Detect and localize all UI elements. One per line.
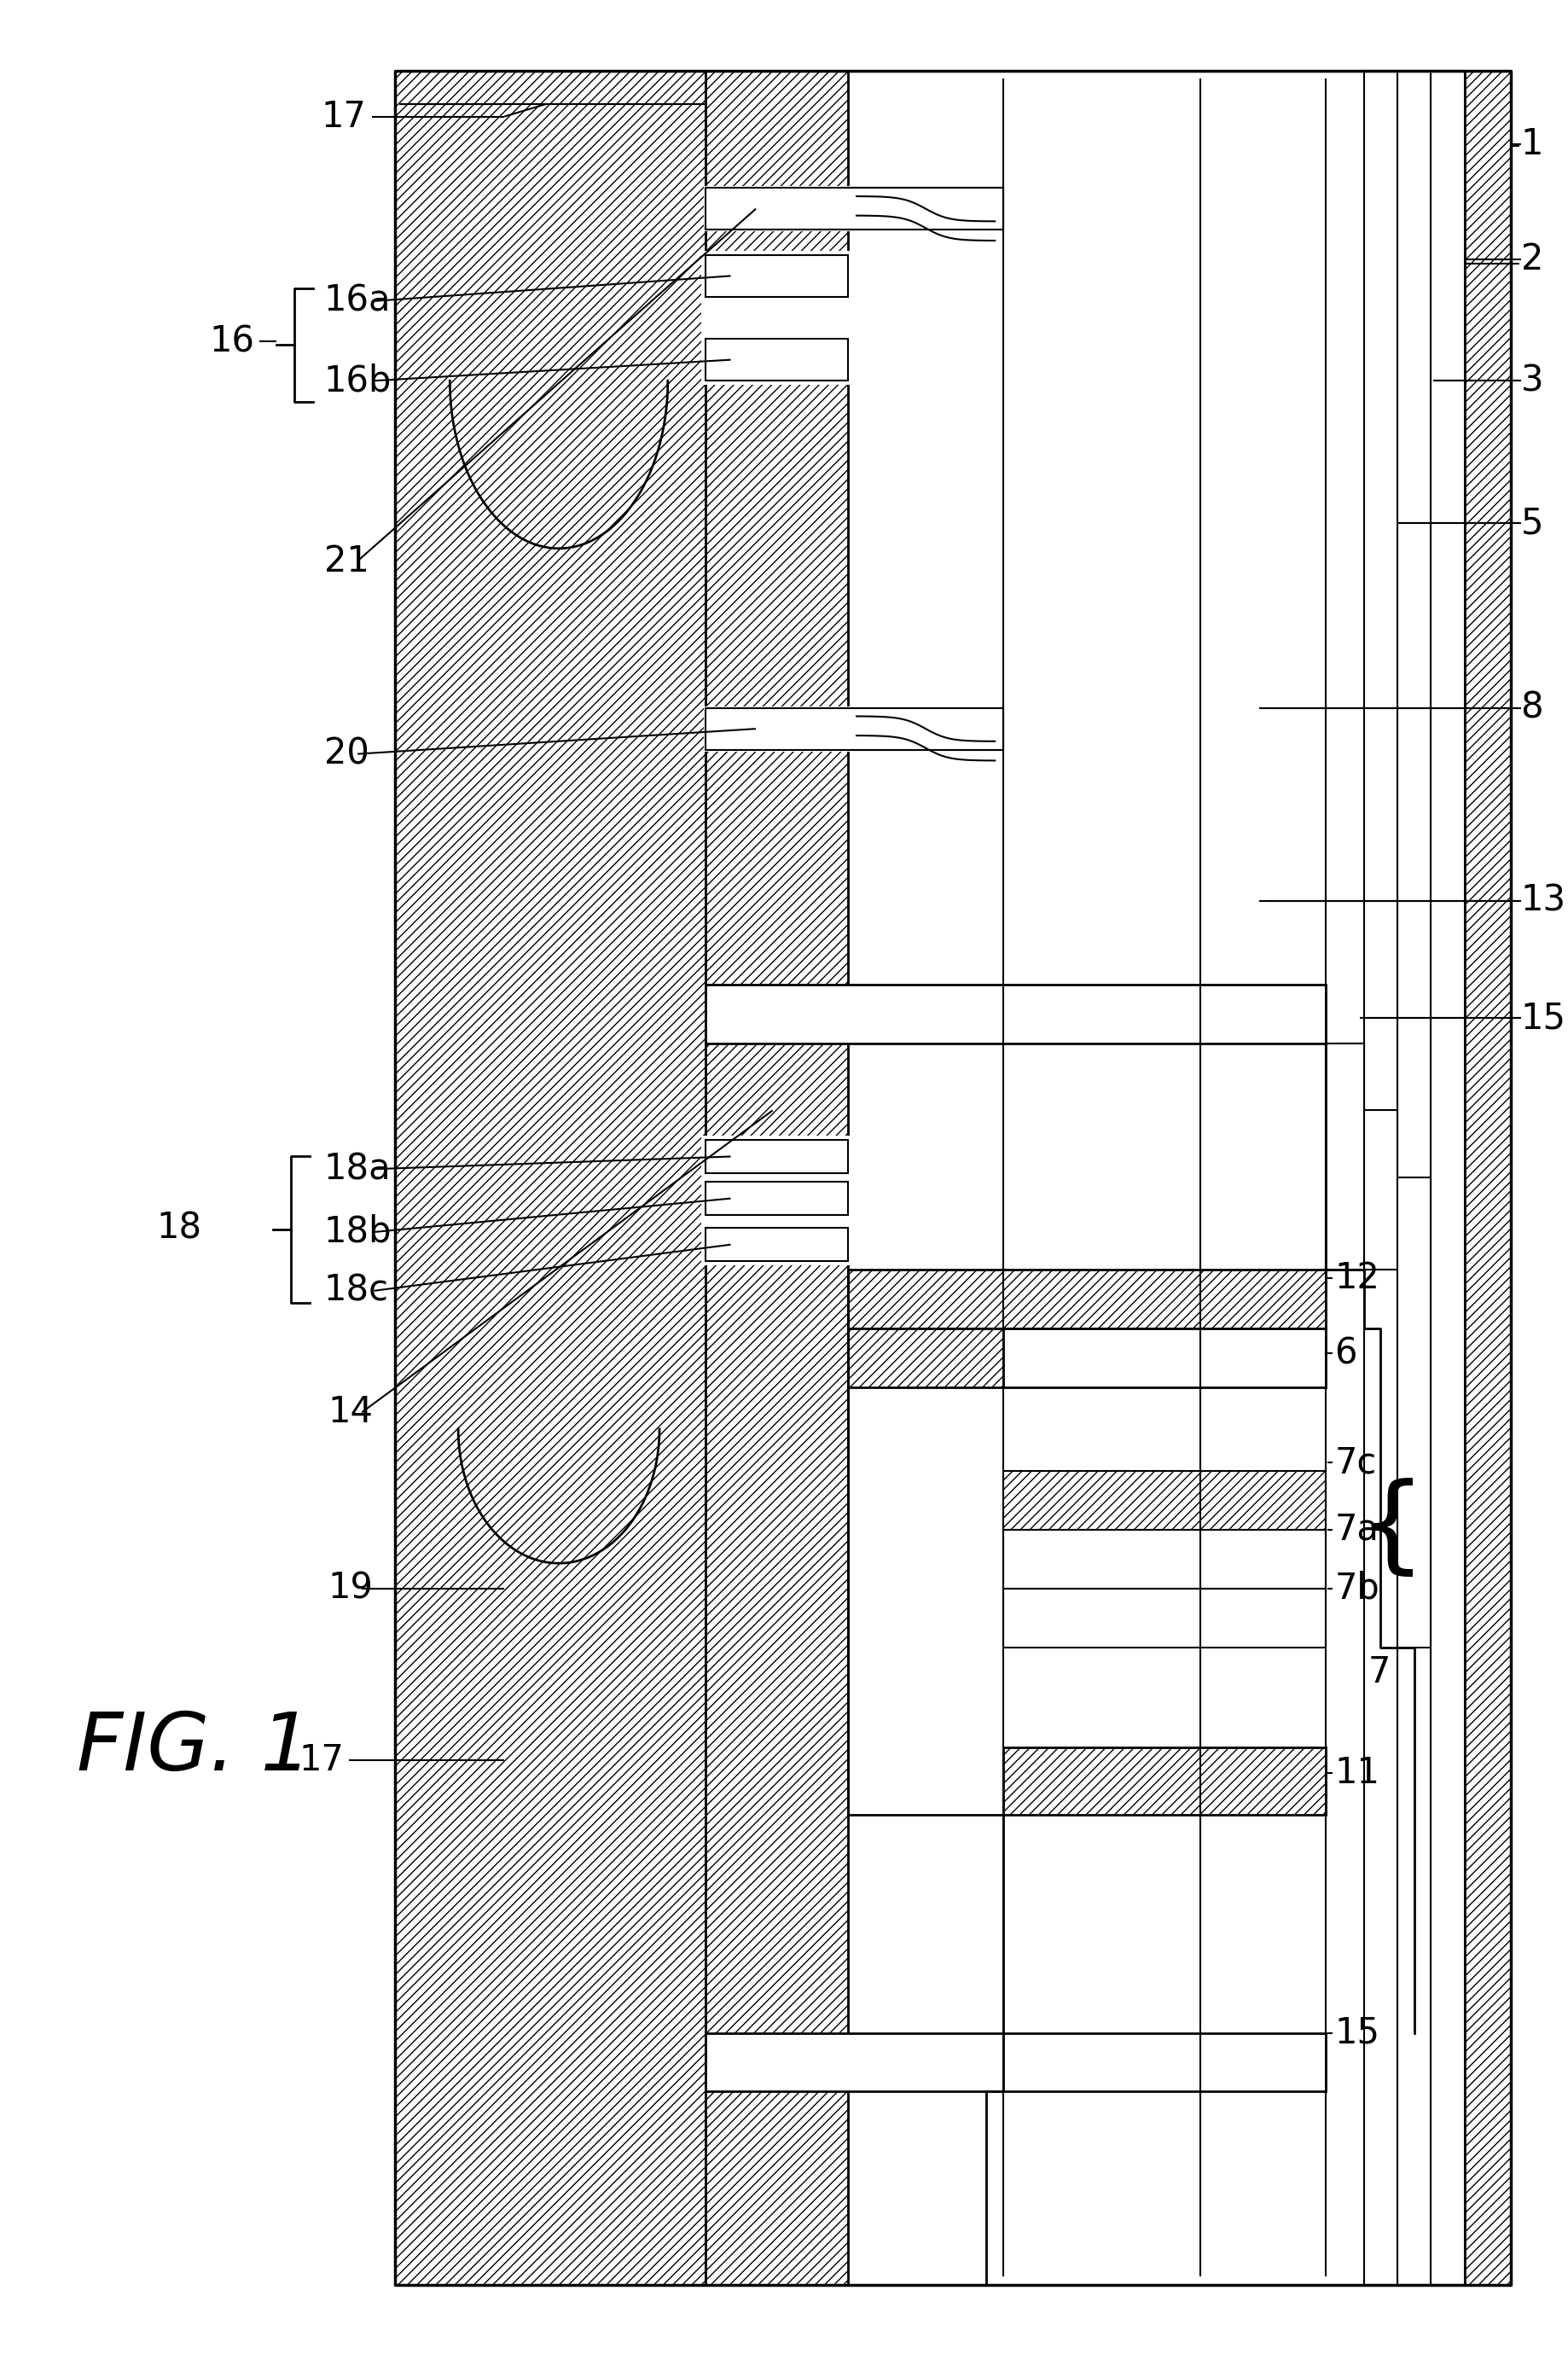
Bar bbox=[395, 71, 706, 2284]
Bar bbox=[706, 1140, 848, 1173]
Bar bbox=[706, 340, 848, 380]
Bar bbox=[1364, 1112, 1397, 1270]
Text: FIG. 1: FIG. 1 bbox=[77, 1709, 312, 1787]
Text: 7b: 7b bbox=[1334, 1569, 1380, 1607]
Text: 20: 20 bbox=[325, 736, 368, 772]
Bar bbox=[706, 1227, 848, 1260]
Bar bbox=[1004, 1588, 1327, 1647]
Text: 3: 3 bbox=[1521, 363, 1543, 399]
Bar bbox=[706, 2032, 1327, 2091]
Bar bbox=[706, 1182, 848, 1215]
Text: 16: 16 bbox=[209, 323, 254, 359]
Text: 12: 12 bbox=[1334, 1260, 1380, 1296]
Text: 7a: 7a bbox=[1334, 1513, 1378, 1548]
Text: 15: 15 bbox=[1334, 2015, 1380, 2051]
Text: 18a: 18a bbox=[325, 1152, 390, 1187]
Text: 7c: 7c bbox=[1334, 1444, 1377, 1480]
Bar bbox=[1327, 1043, 1364, 1270]
Text: 11: 11 bbox=[1334, 1756, 1380, 1791]
Text: 19: 19 bbox=[328, 1569, 373, 1607]
Text: 8: 8 bbox=[1521, 689, 1543, 727]
Text: 5: 5 bbox=[1521, 505, 1543, 540]
Bar bbox=[1364, 71, 1397, 2284]
Text: {: { bbox=[1358, 1477, 1425, 1581]
Text: 16b: 16b bbox=[325, 363, 392, 399]
Bar bbox=[1397, 1178, 1432, 1647]
Bar bbox=[706, 189, 1004, 229]
Text: 17: 17 bbox=[299, 1742, 343, 1779]
Text: 15: 15 bbox=[1521, 1001, 1566, 1036]
Bar bbox=[701, 1135, 853, 1265]
Bar bbox=[704, 186, 850, 231]
Text: 6: 6 bbox=[1334, 1336, 1358, 1371]
Text: 17: 17 bbox=[321, 99, 367, 135]
Bar bbox=[1397, 71, 1432, 2284]
Text: 2: 2 bbox=[1521, 241, 1543, 276]
Bar bbox=[706, 189, 1004, 229]
Bar bbox=[1465, 71, 1510, 2284]
Bar bbox=[1004, 1529, 1327, 1588]
Bar bbox=[848, 1329, 1004, 1388]
Text: 18: 18 bbox=[157, 1211, 202, 1246]
Bar bbox=[704, 706, 850, 750]
Bar bbox=[706, 255, 848, 297]
Bar bbox=[848, 1270, 1327, 1329]
Text: 18b: 18b bbox=[325, 1213, 392, 1251]
Bar bbox=[706, 708, 1004, 750]
Text: 13: 13 bbox=[1521, 883, 1566, 918]
Bar bbox=[1004, 1749, 1327, 1815]
Bar bbox=[706, 1182, 848, 1215]
Text: 14: 14 bbox=[328, 1395, 373, 1430]
Text: 16a: 16a bbox=[325, 283, 390, 319]
Bar bbox=[706, 708, 1004, 750]
Bar bbox=[1432, 71, 1465, 2284]
Bar bbox=[706, 255, 848, 297]
Bar bbox=[706, 340, 848, 380]
Bar bbox=[706, 1140, 848, 1173]
Text: 7: 7 bbox=[1367, 1654, 1391, 1690]
Text: 1: 1 bbox=[1521, 127, 1543, 163]
Bar bbox=[701, 250, 853, 385]
Bar bbox=[706, 984, 1327, 1043]
Text: 18c: 18c bbox=[325, 1272, 389, 1310]
Text: 21: 21 bbox=[325, 543, 368, 578]
Bar bbox=[1004, 1470, 1327, 1529]
Bar bbox=[706, 1227, 848, 1260]
Bar bbox=[1004, 1329, 1327, 1388]
Bar bbox=[706, 71, 848, 2284]
